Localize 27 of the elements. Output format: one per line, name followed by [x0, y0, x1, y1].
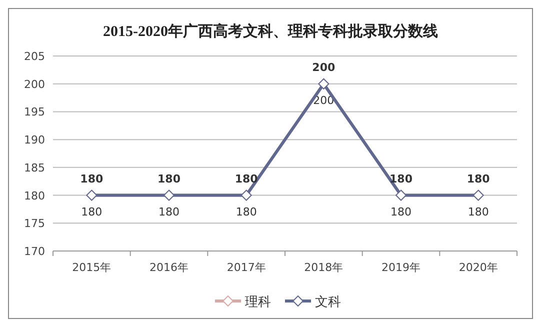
- x-tick-label: 2017年: [226, 261, 266, 274]
- y-tick-label: 190: [24, 134, 45, 147]
- y-tick-label: 175: [24, 217, 45, 230]
- y-tick-label: 185: [24, 161, 45, 174]
- data-label: 180: [80, 172, 104, 186]
- y-tick-label: 205: [24, 50, 45, 63]
- chart-title: 2015-2020年广西高考文科、理科专科批录取分数线: [103, 22, 438, 40]
- y-tick-label: 200: [24, 78, 45, 91]
- legend-label: 文科: [315, 295, 341, 310]
- x-tick-label: 2020年: [458, 261, 498, 274]
- y-tick-label: 195: [24, 106, 45, 119]
- data-label: 200: [312, 60, 336, 74]
- x-tick-label: 2018年: [304, 261, 344, 274]
- data-label: 180: [466, 172, 490, 186]
- legend-label: 理科: [245, 295, 271, 310]
- x-tick-label: 2015年: [72, 261, 112, 274]
- data-label: 180: [158, 172, 181, 186]
- y-tick-label: 170: [24, 245, 45, 258]
- data-label: 180: [158, 205, 180, 218]
- y-tick-label: 180: [24, 189, 45, 202]
- data-label: 180: [390, 172, 413, 186]
- data-label: 180: [390, 205, 412, 218]
- data-label: 180: [236, 205, 257, 218]
- data-label: 180: [468, 205, 489, 218]
- x-tick-label: 2019年: [382, 261, 420, 274]
- x-tick-label: 2016年: [150, 261, 188, 274]
- data-label: 180: [81, 205, 102, 218]
